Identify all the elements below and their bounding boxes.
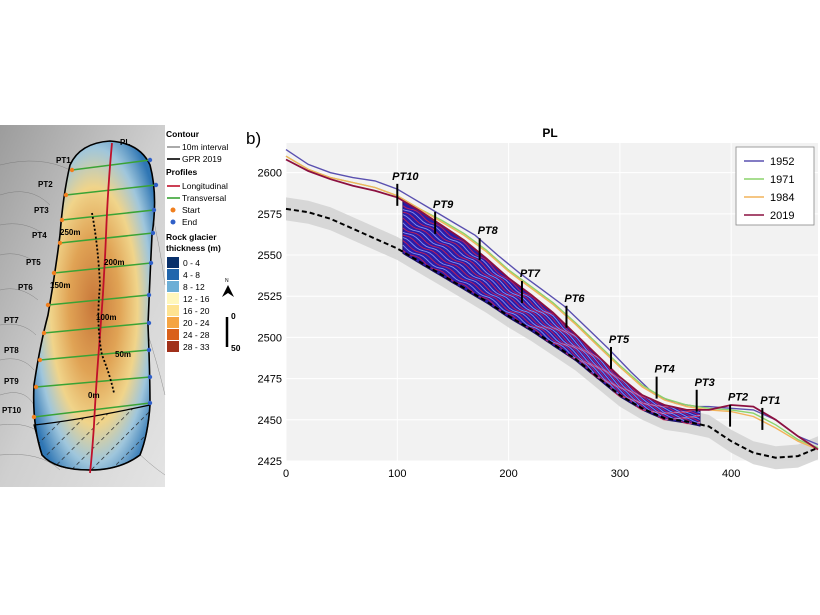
profile-label-pt7: PT7	[4, 316, 19, 325]
legend-label-1971: 1971	[770, 174, 794, 186]
thickness-label-7: 28 - 33	[183, 342, 210, 352]
thickness-swatch-3	[167, 293, 179, 304]
legend-profiles-title: Profiles	[166, 167, 197, 177]
profile-chart-panel: PL PT10 PT9 PT8 PT7 PT6 PT5 PT4 PT3 PT2 PT1 0 100 2…	[250, 125, 820, 487]
profile-label-pt1: PT1	[56, 156, 71, 165]
surface-profile-lines	[285, 149, 819, 451]
gpr-track	[91, 212, 115, 394]
transversal-start-points	[31, 167, 75, 420]
y-tick-label: 2525	[258, 291, 282, 303]
distance-labels: 250m 200m 150m 100m 50m 0m	[50, 228, 131, 400]
distance-label-250m: 250m	[60, 228, 80, 237]
map-legend: Contour 10m interval GPR 2019 Profiles L…	[166, 129, 241, 353]
profile-label-pl: PL	[120, 138, 130, 147]
series-line-2019	[285, 158, 819, 451]
longitudinal-profile	[89, 142, 113, 474]
legend-start: Start	[182, 205, 201, 215]
thickness-label-4: 16 - 20	[183, 306, 210, 316]
profile-label-pt5: PT5	[26, 258, 41, 267]
profile-marker-label: PT8	[478, 225, 499, 237]
x-tick-label: 0	[283, 468, 289, 480]
legend-end: End	[182, 217, 197, 227]
legend-thickness-title-2: thickness (m)	[166, 243, 221, 253]
panel-b-label: b)	[246, 129, 262, 148]
profile-marker-label: PT1	[760, 395, 780, 407]
thickness-label-6: 24 - 28	[183, 330, 210, 340]
legend-label-1952: 1952	[770, 156, 794, 168]
thickness-swatch-7	[167, 341, 179, 352]
profile-label-pt4: PT4	[32, 231, 47, 240]
y-tick-label: 2425	[258, 456, 282, 468]
x-tick-label: 400	[722, 468, 740, 480]
y-tick-label: 2475	[258, 374, 282, 386]
profile-label-pt2: PT2	[38, 180, 53, 189]
legend-transversal: Transversal	[182, 193, 226, 203]
chart-title: PL	[542, 126, 557, 140]
series-line-1952	[285, 149, 819, 446]
chart-legend: 1952 1971 1984 2019	[735, 146, 815, 226]
thickness-label-3: 12 - 16	[183, 294, 210, 304]
y-tick-label: 2450	[258, 415, 282, 427]
y-tick-label: 2600	[258, 168, 282, 180]
profile-marker-label: PT10	[392, 171, 419, 183]
thickness-swatch-2	[167, 281, 179, 292]
profile-marker-label: PT3	[695, 377, 715, 389]
thickness-swatch-5	[167, 317, 179, 328]
y-tick-label: 2550	[258, 250, 282, 262]
legend-contour-gpr: GPR 2019	[182, 154, 222, 164]
scale-bar-top: 0	[231, 311, 236, 321]
legend-longitudinal: Longitudinal	[182, 181, 228, 191]
north-arrow-label: N	[225, 278, 229, 284]
x-tick-label: 100	[388, 468, 406, 480]
north-arrow: N	[222, 278, 234, 297]
profile-marker-label: PT4	[655, 364, 675, 376]
legend-label-1984: 1984	[770, 192, 794, 204]
transversal-profiles	[33, 159, 157, 418]
thickness-label-5: 20 - 24	[183, 318, 210, 328]
y-tick-label: 2500	[258, 332, 282, 344]
thickness-label-1: 4 - 8	[183, 270, 200, 280]
distance-label-200m: 200m	[104, 258, 124, 267]
longitudinal-profile-chart: PL PT10 PT9 PT8 PT7 PT6 PT5 PT4 PT3 PT2 PT1 0 100 2…	[258, 126, 819, 480]
legend-thickness-title-1: Rock glacier	[166, 232, 217, 242]
scale-bar-bottom: 50	[231, 343, 241, 353]
profile-marker-label: PT5	[609, 334, 630, 346]
thickness-label-0: 0 - 4	[183, 258, 200, 268]
legend-contour-title: Contour	[166, 129, 200, 139]
thickness-swatch-4	[167, 305, 179, 316]
series-line-1984	[285, 155, 819, 451]
profile-marker-label: PT6	[564, 293, 585, 305]
x-tick-label: 300	[611, 468, 629, 480]
profile-marker-label: PT2	[728, 392, 748, 404]
profile-label-pt3: PT3	[34, 206, 49, 215]
rock-glacier-map-panel: PL PT1 PT2 PT3 PT4 PT5 PT6 PT7 PT8 PT9 P…	[0, 125, 250, 487]
distance-label-100m: 100m	[96, 313, 116, 322]
legend-label-2019: 2019	[770, 210, 794, 222]
profile-marker-label: PT7	[520, 268, 541, 280]
thickness-swatch-6	[167, 329, 179, 340]
thickness-swatch-1	[167, 269, 179, 280]
bedrock-line	[285, 207, 819, 459]
rock-glacier-map: PL PT1 PT2 PT3 PT4 PT5 PT6 PT7 PT8 PT9 P…	[0, 125, 241, 487]
distance-label-150m: 150m	[50, 281, 70, 290]
profile-marker-label: PT9	[433, 199, 454, 211]
legend-contour-10m: 10m interval	[182, 142, 228, 152]
x-axis-ticks: 0 100 200 300 400	[283, 468, 740, 480]
thickness-class-list: 0 - 4 4 - 8 8 - 12 12 - 16 16 - 20 20 - 24 24 …	[167, 257, 210, 352]
y-axis-ticks: 2425 2450 2475 2500 2525 2550 2575 2600	[258, 168, 282, 468]
profile-label-pt9: PT9	[4, 377, 19, 386]
distance-label-50m: 50m	[115, 350, 131, 359]
x-tick-label: 200	[499, 468, 517, 480]
thickness-label-2: 8 - 12	[183, 282, 205, 292]
profile-label-pt6: PT6	[18, 283, 33, 292]
y-tick-label: 2575	[258, 209, 282, 221]
scale-bar: 0 50	[225, 311, 241, 353]
profile-markers: PT10 PT9 PT8 PT7 PT6 PT5 PT4 PT3 PT2 PT1	[392, 171, 780, 430]
thickness-swatch-0	[167, 257, 179, 268]
profile-labels: PL PT1 PT2 PT3 PT4 PT5 PT6 PT7 PT8 PT9 P…	[2, 138, 130, 415]
profile-label-pt10: PT10	[2, 406, 22, 415]
profile-label-pt8: PT8	[4, 346, 19, 355]
distance-label-0m: 0m	[88, 391, 100, 400]
transversal-end-points	[146, 157, 159, 406]
